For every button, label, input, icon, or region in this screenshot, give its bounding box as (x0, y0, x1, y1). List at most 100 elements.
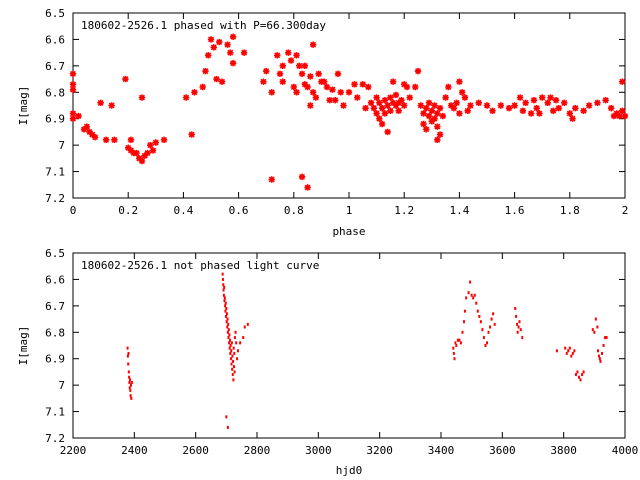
data-point (431, 102, 438, 109)
data-point (428, 107, 435, 114)
data-point (334, 70, 342, 77)
data-point (205, 52, 212, 59)
data-point (127, 362, 130, 366)
y-axis-label: I[mag] (17, 86, 30, 126)
data-point (605, 336, 608, 340)
x-axis-ticks: 0 0.2 0.4 0.6 0.8 1 1.2 1.4 1.6 1.8 2 (70, 13, 629, 217)
data-point (489, 107, 496, 114)
y-tick-label: 7.1 (45, 406, 65, 419)
data-point (224, 304, 227, 308)
data-point (83, 123, 90, 130)
data-point (127, 136, 135, 144)
data-point (315, 70, 322, 77)
data-point (572, 104, 579, 112)
data-point (445, 83, 452, 91)
data-point (539, 94, 546, 101)
data-point (593, 330, 596, 334)
data-point (461, 330, 464, 334)
data-point (470, 293, 473, 297)
data-point (202, 67, 209, 75)
plot-frame (72, 12, 626, 199)
data-point (564, 346, 567, 350)
data-point (518, 320, 521, 324)
data-point (69, 115, 77, 122)
y-tick-label: 6.9 (45, 113, 65, 126)
x-tick-label: 2600 (182, 444, 209, 457)
data-point (225, 307, 228, 310)
data-point (129, 383, 132, 387)
data-point (521, 336, 524, 340)
data-point (484, 344, 487, 347)
data-point (482, 336, 485, 340)
data-point (376, 99, 383, 107)
y-tick-label: 6.5 (45, 247, 65, 260)
data-point (227, 328, 230, 332)
data-point (122, 75, 129, 83)
data-point (128, 381, 131, 384)
data-point (133, 149, 140, 157)
data-point (226, 317, 229, 321)
data-point (479, 320, 482, 324)
data-point (517, 325, 520, 329)
y-tick-label: 6.6 (45, 273, 65, 286)
data-point (387, 107, 394, 114)
data-point (129, 388, 132, 392)
data-point (141, 152, 148, 159)
data-point (378, 120, 386, 128)
data-point (472, 296, 475, 300)
data-point (463, 309, 466, 313)
data-point (260, 78, 267, 85)
data-point (594, 317, 597, 321)
data-point (423, 104, 430, 112)
data-point (236, 349, 239, 353)
data-point (376, 115, 383, 122)
y-tick-label: 7 (58, 139, 65, 152)
data-point (326, 97, 333, 104)
data-point (149, 147, 157, 154)
data-point (232, 359, 235, 363)
data-point (456, 78, 463, 85)
data-point (268, 176, 275, 183)
plot-frame (72, 252, 626, 439)
data-point (222, 283, 225, 287)
y-tick-label: 6.6 (45, 33, 65, 46)
data-point (489, 325, 492, 329)
data-point (463, 320, 465, 324)
chart-title: 180602-2526.1 not phased light curve (81, 259, 319, 272)
data-point (561, 99, 568, 107)
data-point (576, 370, 579, 374)
data-point (527, 110, 535, 117)
data-point (182, 94, 190, 101)
data-point (455, 344, 458, 347)
data-point (452, 346, 455, 350)
data-point (516, 330, 519, 334)
data-point (228, 333, 231, 337)
y-tick-label: 7.1 (45, 166, 65, 179)
unphased-light-curve-panel: 6.5 6.6 6.7 6.8 6.9 7 7.1 7.2 2200 2400 2600 2800 3… (17, 247, 638, 477)
data-point (307, 73, 314, 80)
data-point (585, 102, 593, 109)
data-point (332, 97, 339, 104)
data-point (555, 349, 558, 353)
data-point (129, 394, 132, 398)
x-tick-label: 2 (622, 204, 629, 217)
data-point (223, 285, 226, 289)
data-point (129, 378, 132, 382)
data-point (594, 99, 601, 107)
data-point (602, 97, 609, 104)
data-point (152, 139, 159, 146)
x-tick-label: 3400 (428, 444, 455, 457)
data-point (420, 110, 427, 117)
y-axis-label: I[mag] (17, 326, 30, 366)
data-point (69, 110, 77, 117)
data-point (233, 336, 236, 340)
data-point (231, 354, 234, 358)
data-point (108, 102, 115, 109)
data-point (591, 328, 594, 332)
data-point (555, 104, 562, 112)
data-point (516, 94, 524, 101)
data-point (602, 344, 605, 347)
data-point (515, 314, 518, 318)
data-point (309, 89, 317, 96)
data-point (417, 102, 424, 109)
